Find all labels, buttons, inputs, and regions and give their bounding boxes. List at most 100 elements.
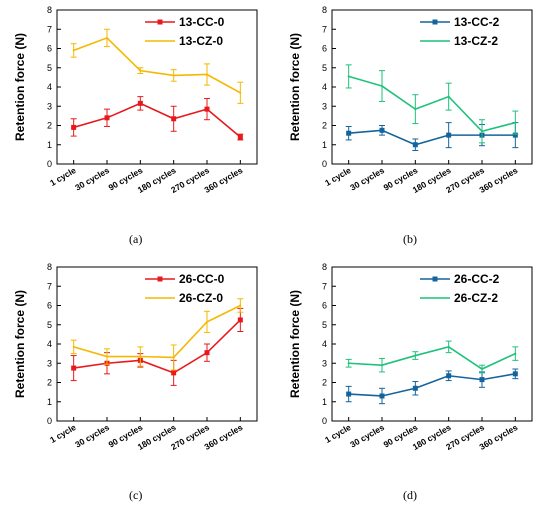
data-point [172, 356, 175, 359]
data-point [172, 74, 175, 77]
y-tick-label: 8 [47, 262, 52, 272]
series-line [348, 373, 516, 397]
data-point [72, 345, 75, 348]
data-point [71, 365, 77, 371]
legend-label: 26-CZ-2 [454, 291, 498, 305]
plot-frame [56, 9, 258, 165]
series-13-CZ-0: 13-CZ-0 [70, 28, 244, 104]
data-point [346, 391, 352, 397]
series-26-CZ-2: 26-CZ-2 [345, 291, 519, 374]
legend-label: 13-CC-0 [179, 15, 225, 29]
data-point [414, 108, 417, 111]
data-point [237, 134, 243, 140]
data-point [71, 124, 77, 130]
legend-label: 26-CZ-0 [179, 291, 223, 305]
series-line [348, 129, 516, 146]
y-tick-label: 6 [47, 44, 52, 54]
data-point [347, 75, 350, 78]
y-tick-label: 3 [322, 101, 327, 111]
y-tick-label: 4 [47, 82, 52, 92]
y-tick-label: 7 [47, 24, 52, 34]
y-tick-label: 1 [47, 140, 52, 150]
y-tick-label: 1 [47, 397, 52, 407]
data-point [479, 377, 485, 383]
plot-frame [331, 9, 533, 165]
y-axis-label: Retention force (N) [288, 290, 302, 398]
legend-label: 26-CC-0 [179, 272, 225, 286]
legend-marker [432, 276, 438, 282]
data-point [414, 354, 417, 357]
data-point [72, 49, 75, 52]
x-tick-label: 30 cycles [348, 422, 386, 450]
x-tick-label: 30 cycles [348, 165, 386, 193]
y-tick-label: 0 [322, 416, 327, 426]
y-tick-label: 4 [322, 82, 327, 92]
x-tick-label: 30 cycles [73, 422, 111, 450]
y-tick-label: 6 [47, 301, 52, 311]
legend-label: 13-CC-2 [454, 15, 500, 29]
data-point [106, 36, 108, 39]
series-line [73, 36, 241, 94]
legend-marker [432, 19, 438, 25]
y-tick-label: 7 [322, 24, 327, 34]
y-tick-label: 1 [322, 140, 327, 150]
y-tick-label: 3 [47, 358, 52, 368]
series-line [348, 346, 516, 370]
data-point [514, 352, 517, 355]
data-point [447, 95, 450, 98]
data-point [379, 393, 385, 399]
data-point [512, 371, 518, 377]
data-point [381, 364, 383, 367]
x-tick-label: 360 cycles [202, 165, 244, 195]
y-tick-label: 6 [322, 44, 327, 54]
legend-marker [157, 276, 163, 282]
y-axis-label: Retention force (N) [288, 33, 302, 141]
x-tick-label: 360 cycles [202, 422, 244, 452]
y-tick-label: 4 [322, 339, 327, 349]
y-tick-label: 3 [47, 101, 52, 111]
series-26-CC-0: 26-CC-0 [70, 272, 244, 386]
data-point [137, 100, 143, 106]
y-tick-label: 3 [322, 358, 327, 368]
data-point [237, 317, 243, 323]
data-point [379, 127, 385, 133]
plot-frame [56, 266, 258, 422]
data-point [347, 362, 350, 365]
y-tick-label: 7 [322, 281, 327, 291]
y-tick-label: 5 [47, 320, 52, 330]
y-tick-label: 6 [322, 301, 327, 311]
y-tick-label: 4 [47, 339, 52, 349]
y-tick-label: 5 [322, 63, 327, 73]
series-13-CC-0: 13-CC-0 [70, 15, 244, 141]
data-point [446, 373, 452, 379]
data-point [239, 91, 242, 94]
series-26-CC-2: 26-CC-2 [345, 272, 519, 405]
x-tick-label: 30 cycles [73, 165, 111, 193]
y-axis-label: Retention force (N) [13, 290, 27, 398]
legend-marker [157, 19, 163, 25]
y-tick-label: 0 [47, 159, 52, 169]
series-line [73, 102, 241, 138]
data-point [104, 115, 110, 121]
x-tick-label: 360 cycles [477, 165, 519, 195]
series-line [73, 304, 241, 359]
data-point [171, 370, 177, 376]
data-point [206, 320, 208, 323]
data-point [481, 130, 483, 133]
data-point [139, 355, 142, 358]
data-point [446, 132, 452, 138]
series-26-CZ-0: 26-CZ-0 [70, 291, 244, 371]
data-point [481, 368, 483, 371]
y-tick-label: 0 [47, 416, 52, 426]
data-point [204, 106, 210, 112]
legend-label: 26-CC-2 [454, 272, 500, 286]
data-point [139, 69, 142, 72]
y-tick-label: 5 [322, 320, 327, 330]
